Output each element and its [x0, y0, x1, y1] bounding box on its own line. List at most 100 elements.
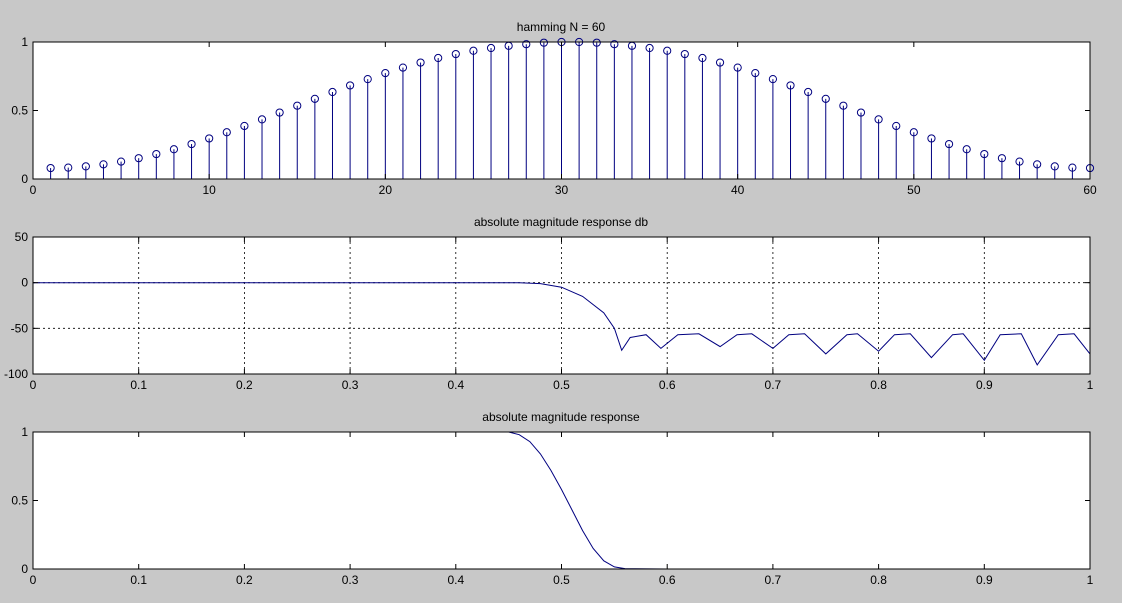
stem-marker [134, 154, 143, 163]
stem-marker [434, 53, 443, 63]
y-tick-label: 1 [21, 35, 28, 49]
stem-marker [539, 38, 548, 47]
stem-marker [715, 58, 725, 67]
x-tick-label: 0.1 [130, 378, 147, 392]
series-line [33, 282, 1091, 366]
y-tick-label: 0 [21, 172, 28, 186]
stem-marker [469, 46, 478, 55]
stem-marker [839, 101, 848, 110]
stem-marker [381, 68, 390, 78]
stem-marker [222, 128, 231, 137]
stem-marker [46, 163, 55, 173]
stem-marker [398, 63, 408, 72]
stem-marker [1068, 163, 1077, 172]
stem-marker [856, 108, 866, 117]
subplot-magnitude-linear: absolute magnitude response 0 0.1 0.2 0.3 0.… [11, 410, 1093, 587]
stem-marker [645, 43, 654, 53]
stem-marker [99, 160, 108, 169]
stem-marker [64, 163, 73, 172]
subplot-2-title: absolute magnitude response db [474, 215, 648, 229]
x-tick-label: 1 [1087, 378, 1094, 392]
stem-marker [451, 49, 460, 59]
x-tick-label: 0.7 [765, 378, 782, 392]
stem-marker [116, 157, 126, 166]
subplot-1-title: hamming N = 60 [517, 20, 606, 34]
stem-marker [733, 63, 742, 72]
plot-area [33, 237, 1090, 374]
x-tick-label: 0 [30, 573, 37, 587]
y-tick-label: 0 [21, 276, 28, 290]
x-tick-label: 0.6 [659, 378, 676, 392]
stem-marker [152, 149, 161, 159]
stem-marker [786, 81, 795, 90]
y-tick-label: 0.5 [11, 104, 28, 118]
stem-marker [522, 40, 531, 49]
x-tick-label: 0 [30, 378, 37, 392]
stem-marker [328, 87, 337, 97]
x-tick-label: 0.2 [236, 573, 253, 587]
subplot-hamming-window: hamming N = 60 0 10 20 30 40 50 60 0 0.5 1 [11, 20, 1097, 197]
stem-marker [821, 94, 830, 103]
stem-marker [592, 38, 601, 47]
stem-marker [169, 145, 179, 154]
stem-marker [310, 94, 319, 103]
y-tick-label: -100 [4, 367, 28, 381]
stem-marker [81, 162, 90, 171]
stem-marker [909, 128, 918, 137]
stem-marker [927, 134, 936, 143]
stem-marker [346, 81, 355, 90]
x-tick-label: 10 [202, 183, 216, 197]
stem-marker [610, 40, 619, 49]
stem-marker [240, 121, 249, 131]
x-tick-label: 0.8 [870, 573, 887, 587]
stem-marker [416, 58, 425, 67]
x-tick-label: 0.9 [976, 378, 993, 392]
x-tick-label: 30 [555, 183, 569, 197]
stem-marker [187, 139, 196, 149]
y-tick-label: 0.5 [11, 494, 28, 508]
x-tick-label: 40 [731, 183, 745, 197]
plot-area [33, 432, 1090, 569]
stem-marker [804, 87, 813, 97]
x-tick-label: 0.4 [447, 378, 464, 392]
x-tick-label: 50 [907, 183, 921, 197]
stem-marker [293, 101, 302, 110]
stem-marker [892, 121, 901, 131]
stem-marker [1050, 162, 1059, 171]
y-tick-label: 50 [15, 230, 29, 244]
stem-marker [944, 139, 954, 149]
stem-marker [680, 49, 689, 59]
x-tick-label: 0.8 [870, 378, 887, 392]
stem-marker [768, 75, 778, 84]
x-tick-label: 0.2 [236, 378, 253, 392]
x-tick-label: 0.7 [765, 573, 782, 587]
stem-marker [962, 145, 971, 154]
stem-marker [997, 154, 1007, 163]
x-tick-label: 0.3 [342, 573, 359, 587]
subplot-3-title: absolute magnitude response [482, 410, 640, 424]
stem-marker [257, 115, 267, 124]
x-tick-label: 20 [379, 183, 393, 197]
x-tick-label: 0.4 [447, 573, 464, 587]
x-tick-label: 0.5 [553, 378, 570, 392]
x-tick-label: 0.9 [976, 573, 993, 587]
stem-marker [698, 53, 707, 63]
stem-marker [1033, 160, 1042, 169]
x-tick-label: 0.6 [659, 573, 676, 587]
stem-marker [874, 115, 883, 124]
stem-marker [363, 75, 372, 84]
y-tick-label: 1 [21, 425, 28, 439]
stem-marker [205, 134, 214, 143]
x-tick-label: 0.3 [342, 378, 359, 392]
stem-marker [275, 108, 284, 117]
stem-marker [663, 46, 672, 55]
y-tick-label: 0 [21, 562, 28, 576]
stem-marker [486, 43, 496, 53]
subplot-magnitude-db: absolute magnitude response db 0 0.1 0.2 0.… [4, 215, 1094, 392]
stem-marker [980, 149, 989, 159]
x-tick-label: 0.1 [130, 573, 147, 587]
y-tick-label: -50 [11, 321, 29, 335]
x-tick-label: 0 [30, 183, 37, 197]
x-tick-label: 1 [1087, 573, 1094, 587]
